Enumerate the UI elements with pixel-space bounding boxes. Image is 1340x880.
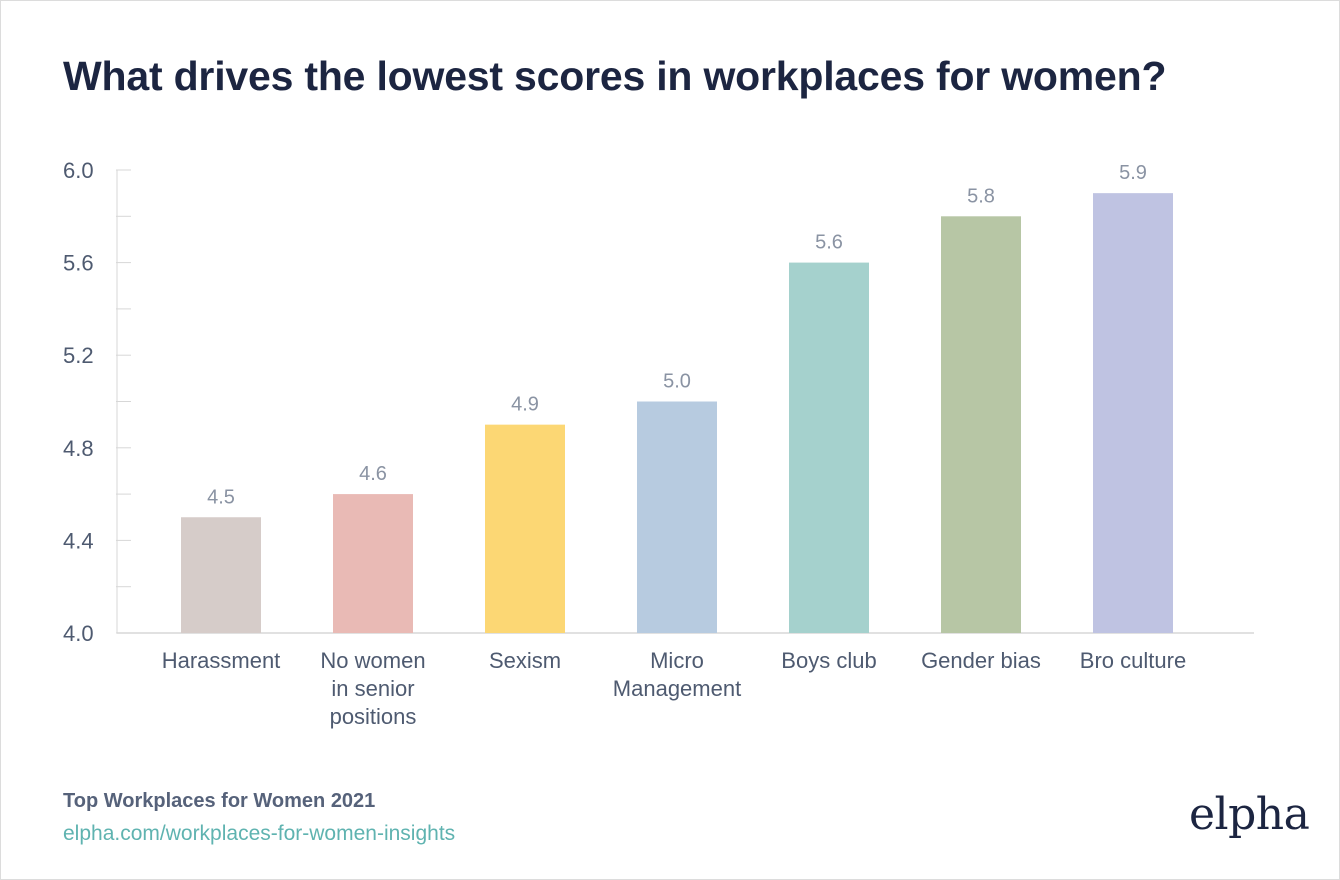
x-category-label-line: in senior (331, 676, 414, 701)
bars: 4.5 Harassment 4.6 No women in senior positio… (162, 162, 1186, 729)
x-category-label-line: positions (330, 704, 417, 729)
source-link[interactable]: elpha.com/workplaces-for-women-insights (63, 822, 456, 845)
bar-value-label: 5.9 (1119, 162, 1147, 184)
y-tick-label: 5.2 (63, 343, 94, 368)
x-category-label: Gender bias (921, 648, 1041, 673)
source-title: Top Workplaces for Women 2021 (63, 790, 376, 812)
y-tick-label: 4.8 (63, 436, 94, 461)
x-category-label: Bro culture (1080, 648, 1186, 673)
bar (181, 517, 261, 633)
bar-value-label: 4.9 (511, 394, 539, 416)
x-category-label-line: No women (320, 648, 425, 673)
bar (789, 262, 869, 633)
bar-chart: 4.0 4.4 4.8 5.2 5.6 6.0 4.5 Harassment 4.6 No wo… (63, 158, 1254, 729)
x-category-label-line: Gender bias (921, 648, 1041, 673)
bar (941, 216, 1021, 634)
x-category-label: Micro Management (613, 648, 741, 701)
x-category-label-line: Sexism (489, 648, 561, 673)
bar-value-label: 5.0 (663, 371, 691, 393)
chart-title: What drives the lowest scores in workpla… (63, 53, 1167, 99)
y-tick-label: 4.0 (63, 621, 94, 646)
x-category-label: Sexism (489, 648, 561, 673)
x-category-label-line: Harassment (162, 648, 281, 673)
x-category-label: Boys club (781, 648, 876, 673)
y-tick-label: 5.6 (63, 251, 94, 276)
x-category-label-line: Management (613, 676, 741, 701)
x-category-label-line: Bro culture (1080, 648, 1186, 673)
bar (637, 401, 717, 633)
bar-value-label: 5.6 (815, 232, 843, 254)
bar-value-label: 4.6 (359, 463, 387, 485)
y-tick-label: 4.4 (63, 528, 94, 553)
x-category-label-line: Boys club (781, 648, 876, 673)
y-tick-label: 6.0 (63, 158, 94, 183)
bar (1093, 193, 1173, 633)
x-category-label-line: Micro (650, 648, 704, 673)
elpha-logo: elpha (1189, 789, 1310, 840)
x-category-label: No women in senior positions (320, 648, 425, 729)
bar-value-label: 5.8 (967, 185, 995, 207)
x-category-label: Harassment (162, 648, 281, 673)
bar-value-label: 4.5 (207, 486, 235, 508)
bar (333, 494, 413, 633)
bar (485, 424, 565, 633)
